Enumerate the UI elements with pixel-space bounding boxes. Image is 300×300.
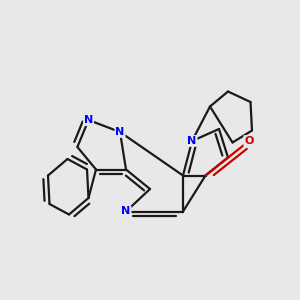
Text: N: N	[122, 206, 130, 217]
Text: O: O	[244, 136, 254, 146]
Text: N: N	[84, 115, 93, 125]
Text: N: N	[188, 136, 196, 146]
Text: N: N	[116, 127, 124, 137]
